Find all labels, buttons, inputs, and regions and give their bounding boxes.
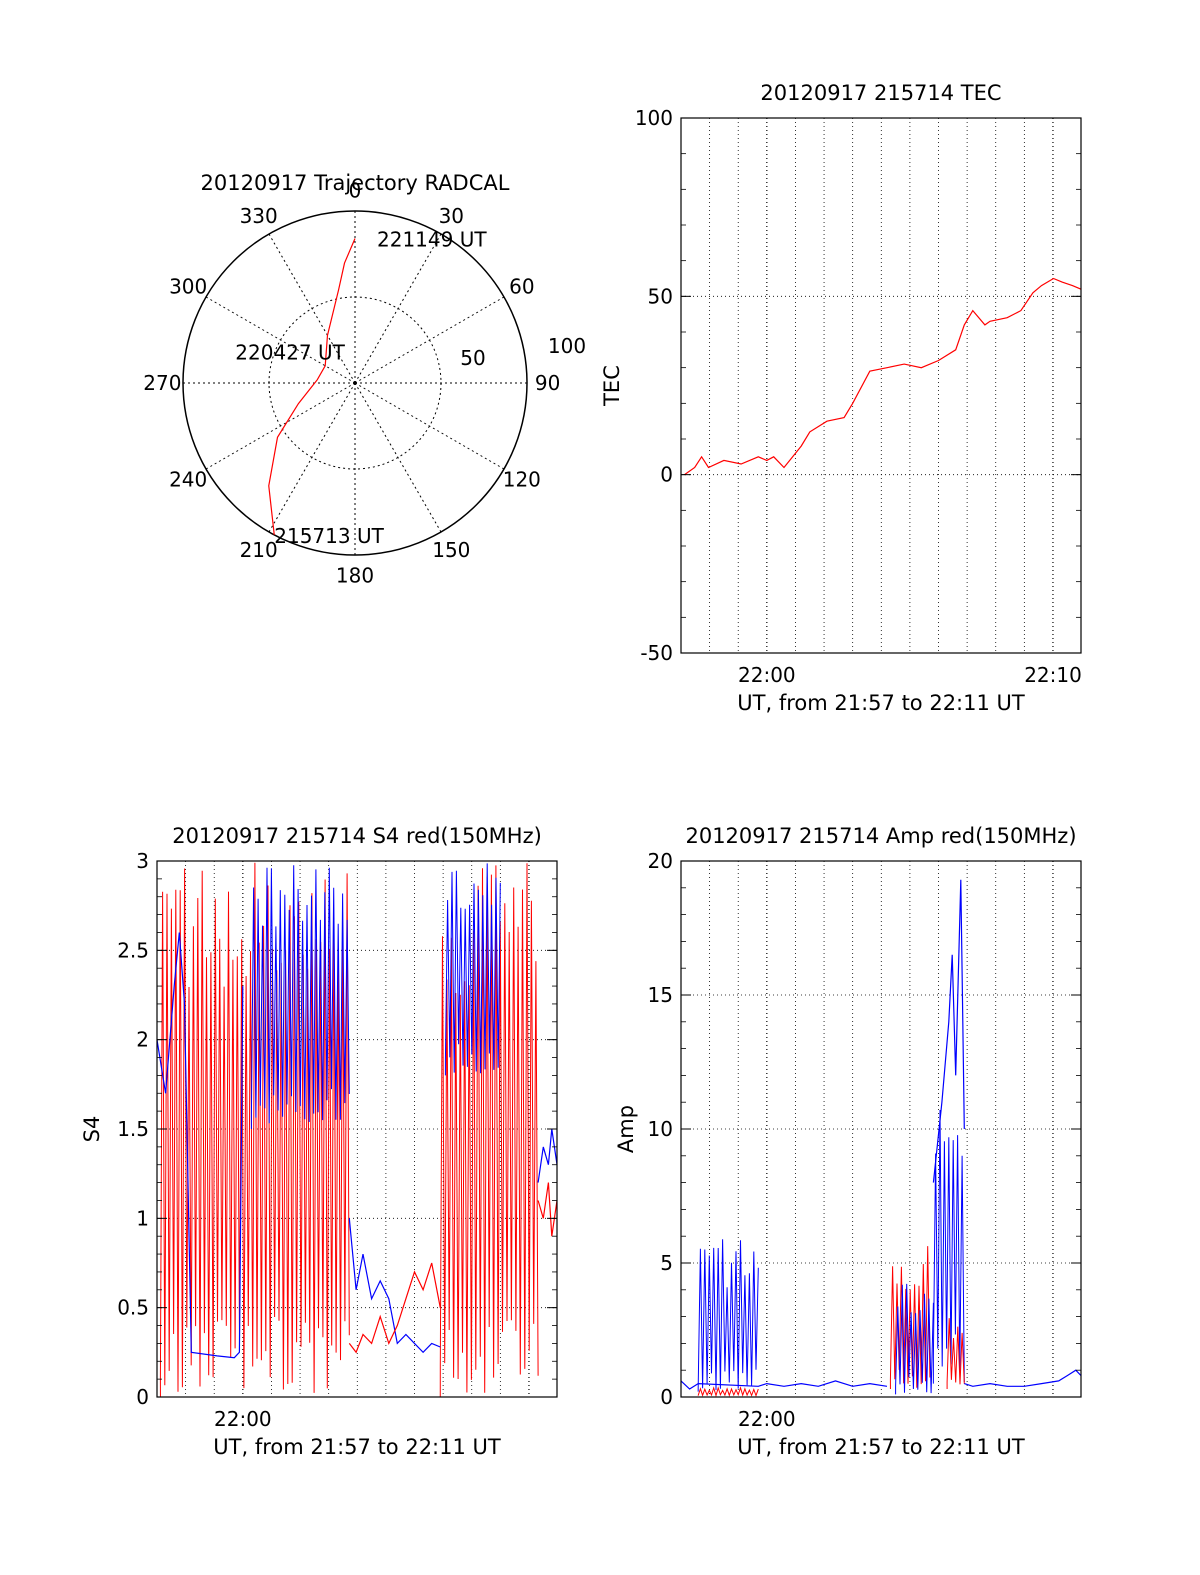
y-tick-label: 5 [660,1251,673,1275]
data-series-line [537,1182,557,1237]
plot-title: 20120917 215714 TEC [760,81,1001,105]
polar-spoke [354,233,442,384]
y-tick-label: 0 [660,463,673,487]
data-layer [684,277,1081,476]
y-tick-label: 10 [648,1117,673,1141]
data-series-line [964,1369,1081,1387]
polar-angle-label: 240 [169,467,207,491]
polar-spoke [354,382,442,533]
data-band-spikes [159,862,350,1397]
y-tick-label: -50 [640,641,673,665]
data-band-spikes [250,865,350,1130]
s4-plot: 0 0.5 1 1.5 2 2.5 3 22:00 20120917 215714 S4 red… [80,824,558,1459]
data-band-spikes [697,1239,759,1392]
data-layer [157,862,557,1397]
data-band-spikes [889,1246,931,1389]
polar-spoke [354,382,505,470]
data-series-line [157,932,244,1359]
y-tick-label: 2.5 [117,938,149,962]
x-axis-label: UT, from 21:57 to 22:11 UT [213,1435,501,1459]
polar-spoke [268,382,356,533]
data-band-spikes [946,1318,965,1389]
data-band-spikes [932,1109,965,1384]
polar-angle-label: 60 [509,275,534,299]
data-band-spikes [439,863,539,1397]
x-tick-label: 22:10 [1024,663,1082,687]
polar-radius-label: 100 [548,334,586,358]
y-axis-label: S4 [80,1116,104,1143]
x-tick-label: 22:00 [214,1407,272,1431]
polar-spoke [268,233,356,384]
polar-spoke [205,296,356,384]
polar-angle-label: 180 [336,564,374,588]
polar-angle-label: 300 [169,275,207,299]
x-tick-label: 22:00 [738,663,796,687]
y-tick-label: 0 [660,1385,673,1409]
y-tick-label: 1 [136,1206,149,1230]
y-tick-label: 3 [136,849,149,873]
polar-spoke [205,382,356,470]
y-axis-label: Amp [614,1105,638,1153]
polar-spoke [354,296,505,384]
y-tick-label: 100 [635,106,673,130]
y-axis-label: TEC [600,365,624,407]
data-band-spikes [895,1283,934,1395]
polar-angle-label: 150 [432,538,470,562]
data-series-line [348,1218,441,1354]
y-tick-label: 0 [136,1385,149,1409]
y-tick-label: 50 [648,284,673,308]
y-tick-label: 1.5 [117,1117,149,1141]
polar-time-annotation: 220427 UT [235,341,345,365]
data-band-spikes [697,1386,759,1397]
polar-time-annotation: 215713 UT [274,524,384,548]
polar-trajectory-line [268,238,356,535]
plot-title: 20120917 215714 S4 red(150MHz) [172,824,542,848]
polar-angle-label: 30 [439,204,464,228]
x-tick-label: 22:00 [738,1407,796,1431]
tec-plot: -50 0 50 100 22:00 22:10 20120917 215714 TEC UT… [600,81,1082,715]
data-layer [681,879,1081,1397]
polar-angle-label: 90 [535,371,560,395]
data-series-line [932,879,965,1183]
y-tick-label: 0.5 [117,1296,149,1320]
x-axis-label: UT, from 21:57 to 22:11 UT [737,1435,1025,1459]
plot-title: 20120917 215714 Amp red(150MHz) [685,824,1076,848]
polar-angle-label: 120 [503,467,541,491]
amp-plot: 0 5 10 15 20 22:00 20120917 215714 Amp red(150… [614,824,1082,1459]
y-tick-label: 20 [648,849,673,873]
data-series-line [537,1128,557,1183]
polar-angle-label: 270 [143,371,181,395]
polar-radius-label: 50 [460,346,485,370]
polar-angle-label: 210 [240,538,278,562]
data-series-line [684,277,1081,476]
data-series-line [348,1262,441,1354]
polar-time-annotation: 221149 UT [377,228,487,252]
polar-angle-label: 0 [349,178,362,202]
x-axis-label: UT, from 21:57 to 22:11 UT [737,691,1025,715]
data-band-spikes [444,863,501,1076]
polar-angle-label: 330 [240,204,278,228]
y-tick-label: 15 [648,983,673,1007]
polar-title: 20120917 Trajectory RADCAL [201,171,510,195]
data-series-line [681,1380,888,1390]
plot-frame [680,117,1082,654]
y-tick-label: 2 [136,1028,149,1052]
